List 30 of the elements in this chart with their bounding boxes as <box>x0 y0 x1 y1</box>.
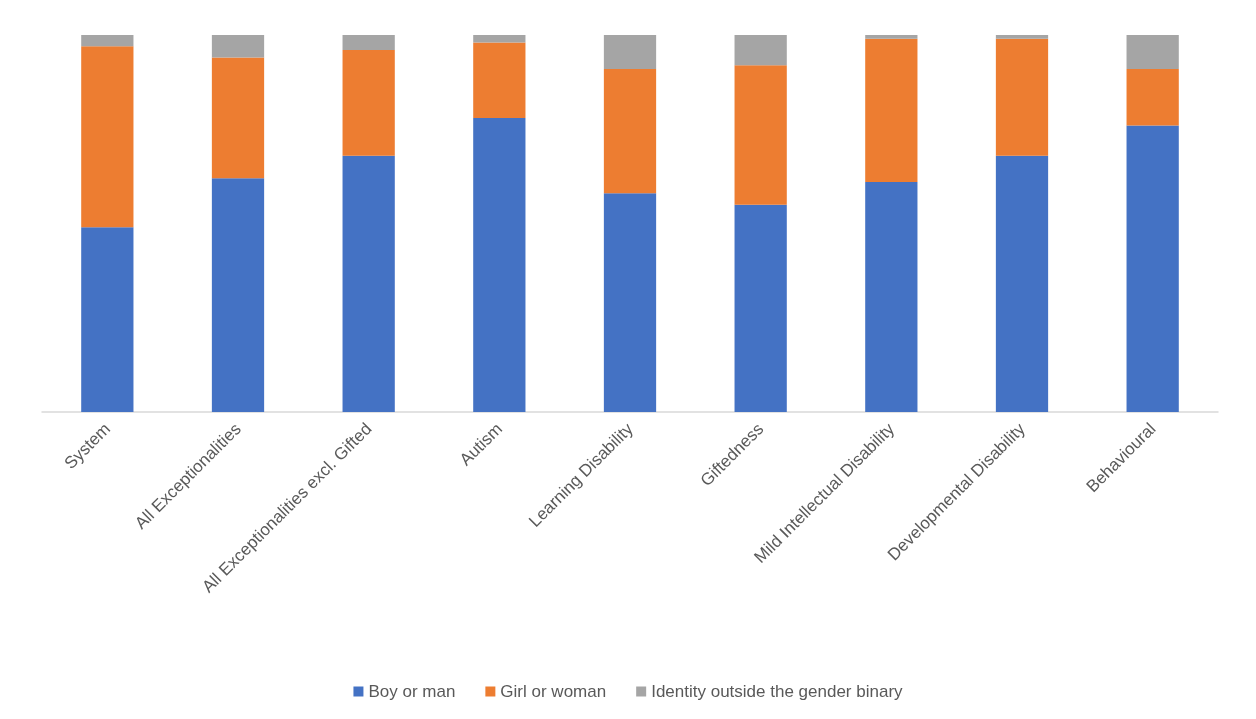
bar <box>342 155 395 412</box>
bar <box>81 35 134 47</box>
bar <box>81 46 134 228</box>
bar <box>473 117 526 412</box>
bar <box>995 35 1049 39</box>
bar <box>211 57 265 179</box>
bar <box>473 42 526 118</box>
bar <box>995 38 1049 156</box>
bar <box>865 38 918 183</box>
bar <box>734 65 787 205</box>
bar <box>865 182 918 412</box>
bar <box>1126 35 1179 69</box>
bar <box>995 155 1049 412</box>
bar <box>211 178 265 412</box>
bar <box>734 35 787 66</box>
bar <box>603 68 657 194</box>
legend-label: Girl or woman <box>500 682 607 701</box>
bar <box>473 35 526 43</box>
bar <box>865 35 918 39</box>
bar <box>81 227 134 412</box>
bar <box>734 204 787 412</box>
bar <box>211 35 265 58</box>
legend-label: Identity outside the gender binary <box>651 682 904 701</box>
bar <box>603 193 657 412</box>
legend-label: Boy or man <box>368 682 456 701</box>
bar <box>1126 125 1179 412</box>
bar <box>342 35 395 51</box>
bar <box>603 35 657 69</box>
bar <box>1126 68 1179 126</box>
bar <box>342 50 395 156</box>
